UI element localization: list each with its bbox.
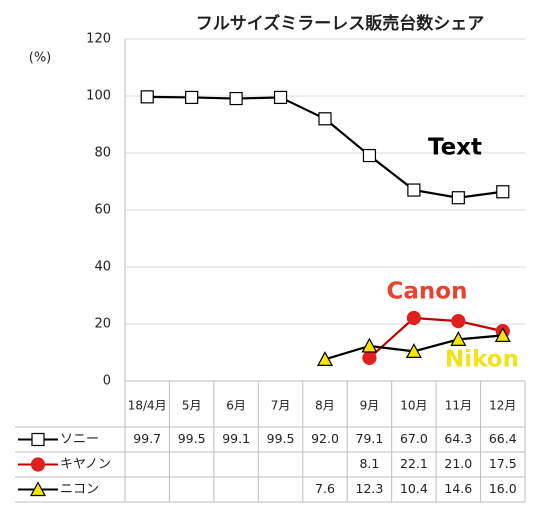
y-axis-label: (%)	[29, 51, 52, 66]
y-tick-label: 120	[86, 32, 111, 47]
legend-marker	[29, 481, 47, 497]
annotation: Text	[428, 135, 482, 161]
table-value: 21.0	[444, 456, 472, 471]
data-point	[496, 185, 510, 199]
legend-label: ソニー	[60, 432, 99, 447]
table-value: 67.0	[400, 431, 428, 446]
table-value: 64.3	[444, 431, 472, 446]
legend-marker	[31, 432, 45, 447]
chart-title: フルサイズミラーレス販売台数シェア	[196, 13, 485, 34]
table-value: 99.1	[222, 431, 250, 446]
series-line	[368, 316, 504, 359]
y-tick-label: 60	[94, 203, 111, 218]
x-tick-label: 18/4月	[128, 399, 167, 413]
y-tick-label: 40	[94, 260, 111, 275]
data-point	[273, 90, 288, 105]
table-value: 17.5	[489, 456, 517, 471]
x-tick-label: 7月	[271, 399, 291, 413]
legend-label: ニコン	[60, 482, 99, 497]
x-tick-label: 6月	[226, 399, 246, 413]
x-tick-label: 5月	[182, 399, 202, 413]
data-point	[362, 350, 377, 366]
table-value: 99.5	[267, 431, 295, 446]
data-point	[140, 90, 154, 104]
data-point	[362, 148, 377, 163]
y-tick-label: 20	[94, 317, 111, 332]
data-point	[494, 327, 511, 342]
table-value: 8.1	[359, 456, 379, 471]
x-tick-label: 8月	[315, 399, 335, 413]
table-value: 7.6	[315, 481, 335, 496]
data-point	[451, 314, 466, 329]
data-point	[185, 90, 199, 105]
table-value: 99.5	[178, 431, 206, 446]
data-point	[450, 331, 467, 346]
legend-marker	[30, 457, 46, 472]
data-point	[318, 112, 332, 126]
table-value: 99.7	[133, 431, 161, 446]
data-point	[361, 337, 378, 353]
table-value: 66.4	[489, 431, 517, 446]
x-tick-label: 10月	[400, 399, 427, 413]
annotation: Canon	[387, 279, 468, 305]
data-point	[406, 310, 421, 326]
table-value: 12.3	[356, 481, 384, 496]
table-value: 16.0	[489, 481, 517, 496]
y-tick-label: 100	[86, 89, 111, 104]
x-tick-label: 12月	[489, 399, 516, 413]
table-value: 79.1	[356, 431, 384, 446]
x-tick-label: 9月	[360, 399, 380, 413]
annotation: Nikon	[445, 347, 519, 373]
data-point	[451, 191, 465, 205]
table-value: 22.1	[400, 456, 428, 471]
data-point	[316, 351, 334, 366]
data-point	[407, 183, 421, 197]
table-value: 14.6	[444, 481, 472, 496]
legend-label: キヤノン	[60, 457, 111, 472]
y-tick-label: 80	[94, 146, 111, 161]
data-point	[229, 91, 243, 106]
x-tick-label: 11月	[445, 399, 472, 413]
data-point	[405, 343, 422, 358]
table-value: 10.4	[400, 481, 428, 496]
y-tick-label: 0	[103, 374, 111, 389]
table-value: 92.0	[311, 431, 339, 446]
